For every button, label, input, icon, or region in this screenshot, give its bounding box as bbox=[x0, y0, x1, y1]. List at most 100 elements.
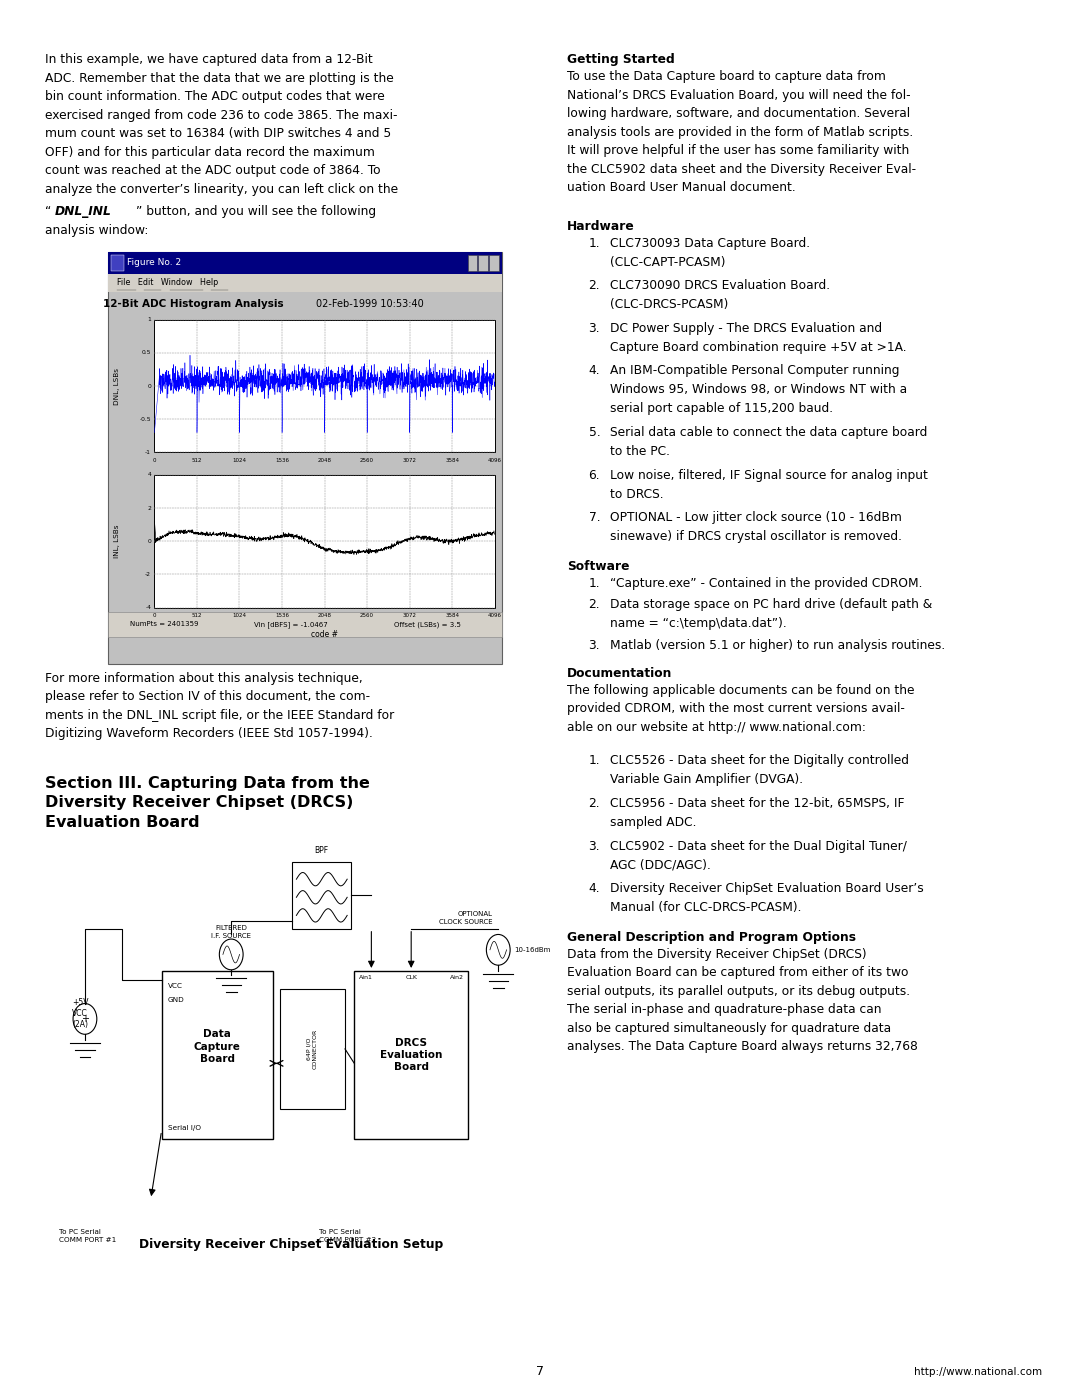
Text: +5V
VCC
(2A): +5V VCC (2A) bbox=[72, 997, 89, 1030]
Text: Diversity Receiver ChipSet Evaluation Board User’s: Diversity Receiver ChipSet Evaluation Bo… bbox=[610, 883, 924, 895]
Text: 0: 0 bbox=[152, 613, 157, 617]
Text: 3072: 3072 bbox=[403, 458, 417, 462]
Text: VCC: VCC bbox=[168, 983, 183, 989]
Text: 5.: 5. bbox=[589, 426, 600, 439]
Text: Hardware: Hardware bbox=[567, 219, 635, 232]
Text: 3.: 3. bbox=[589, 840, 600, 852]
Text: -0.5: -0.5 bbox=[139, 416, 151, 422]
Text: FILTERED
I.F. SOURCE: FILTERED I.F. SOURCE bbox=[212, 925, 252, 939]
Text: Data
Capture
Board: Data Capture Board bbox=[193, 1030, 241, 1065]
Text: Variable Gain Amplifier (DVGA).: Variable Gain Amplifier (DVGA). bbox=[610, 774, 804, 787]
Text: To PC Serial
COMM PORT #2: To PC Serial COMM PORT #2 bbox=[320, 1229, 377, 1243]
Text: Ain1: Ain1 bbox=[359, 975, 373, 981]
Text: INL, LSBs: INL, LSBs bbox=[113, 524, 120, 557]
Text: 0.5: 0.5 bbox=[141, 351, 151, 355]
Text: 2.: 2. bbox=[589, 798, 600, 810]
Text: 2560: 2560 bbox=[360, 613, 374, 617]
Text: The following applicable documents can be found on the
provided CDROM, with the : The following applicable documents can b… bbox=[567, 683, 915, 733]
Text: AGC (DDC/AGC).: AGC (DDC/AGC). bbox=[610, 859, 711, 872]
Text: 12-Bit ADC Histogram Analysis: 12-Bit ADC Histogram Analysis bbox=[103, 299, 283, 309]
Text: code #: code # bbox=[311, 630, 338, 638]
Text: 2.: 2. bbox=[589, 279, 600, 292]
Text: An IBM-Compatible Personal Computer running: An IBM-Compatible Personal Computer runn… bbox=[610, 365, 900, 377]
Text: Section III. Capturing Data from the
Diversity Receiver Chipset (DRCS)
Evaluatio: Section III. Capturing Data from the Div… bbox=[45, 775, 370, 830]
Text: Low noise, filtered, IF Signal source for analog input: Low noise, filtered, IF Signal source fo… bbox=[610, 468, 928, 482]
Bar bbox=[154, 475, 495, 608]
Text: OPTIONAL - Low jitter clock source (10 - 16dBm: OPTIONAL - Low jitter clock source (10 -… bbox=[610, 511, 902, 524]
Text: Software: Software bbox=[567, 560, 630, 573]
Text: CLC730093 Data Capture Board.: CLC730093 Data Capture Board. bbox=[610, 236, 810, 250]
Text: 512: 512 bbox=[192, 613, 202, 617]
Text: GND: GND bbox=[168, 997, 185, 1003]
Text: 0: 0 bbox=[148, 384, 151, 388]
Text: 02-Feb-1999 10:53:40: 02-Feb-1999 10:53:40 bbox=[316, 299, 423, 309]
Text: DC Power Supply - The DRCS Evaluation and: DC Power Supply - The DRCS Evaluation an… bbox=[610, 321, 882, 335]
Bar bbox=[108, 251, 502, 664]
Text: 2: 2 bbox=[147, 506, 151, 510]
Text: Matlab (version 5.1 or higher) to run analysis routines.: Matlab (version 5.1 or higher) to run an… bbox=[610, 640, 945, 652]
Text: 6.: 6. bbox=[589, 468, 600, 482]
Text: (CLC-DRCS-PCASM): (CLC-DRCS-PCASM) bbox=[610, 298, 729, 312]
Text: 0: 0 bbox=[152, 458, 157, 462]
Text: 0: 0 bbox=[148, 539, 151, 543]
Text: 1536: 1536 bbox=[275, 613, 289, 617]
Bar bbox=[108, 274, 502, 292]
Text: NumPts = 2401359: NumPts = 2401359 bbox=[130, 622, 198, 627]
Text: Documentation: Documentation bbox=[567, 666, 673, 679]
Text: -1: -1 bbox=[145, 450, 151, 455]
Text: 1: 1 bbox=[147, 317, 151, 323]
Text: sampled ADC.: sampled ADC. bbox=[610, 816, 697, 828]
Text: DNL_INL: DNL_INL bbox=[55, 204, 112, 218]
Text: 3072: 3072 bbox=[403, 613, 417, 617]
Text: CLK: CLK bbox=[405, 975, 417, 981]
Text: Manual (for CLC-DRCS-PCASM).: Manual (for CLC-DRCS-PCASM). bbox=[610, 901, 801, 914]
Bar bbox=[280, 989, 345, 1109]
Bar bbox=[468, 254, 477, 271]
Text: To use the Data Capture board to capture data from
National’s DRCS Evaluation Bo: To use the Data Capture board to capture… bbox=[567, 70, 916, 194]
Text: Vin [dBFS] = -1.0467: Vin [dBFS] = -1.0467 bbox=[254, 620, 327, 627]
Text: analysis window:: analysis window: bbox=[45, 224, 149, 236]
Bar bbox=[162, 971, 273, 1139]
Text: http://www.national.com: http://www.national.com bbox=[914, 1366, 1042, 1377]
Bar bbox=[108, 612, 502, 637]
Text: CLC5956 - Data sheet for the 12-bit, 65MSPS, IF: CLC5956 - Data sheet for the 12-bit, 65M… bbox=[610, 798, 905, 810]
Text: 2048: 2048 bbox=[318, 458, 332, 462]
Text: DNL, LSBs: DNL, LSBs bbox=[113, 367, 120, 405]
Text: 10-16dBm: 10-16dBm bbox=[514, 947, 551, 953]
Text: 3.: 3. bbox=[589, 321, 600, 335]
Text: (CLC-CAPT-PCASM): (CLC-CAPT-PCASM) bbox=[610, 256, 726, 268]
Text: “Capture.exe” - Contained in the provided CDROM.: “Capture.exe” - Contained in the provide… bbox=[610, 577, 922, 590]
Bar bbox=[111, 254, 124, 271]
Text: 7: 7 bbox=[536, 1365, 544, 1379]
Text: Figure No. 2: Figure No. 2 bbox=[127, 258, 181, 267]
Text: OPTIONAL
CLOCK SOURCE: OPTIONAL CLOCK SOURCE bbox=[440, 911, 492, 925]
Text: Serial data cable to connect the data capture board: Serial data cable to connect the data ca… bbox=[610, 426, 928, 439]
Text: -2: -2 bbox=[145, 571, 151, 577]
Text: 2048: 2048 bbox=[318, 613, 332, 617]
Text: 1536: 1536 bbox=[275, 458, 289, 462]
Text: 2.: 2. bbox=[589, 598, 600, 612]
Text: “: “ bbox=[45, 204, 52, 218]
Text: name = “c:\temp\data.dat”).: name = “c:\temp\data.dat”). bbox=[610, 617, 787, 630]
Text: Data from the Diversity Receiver ChipSet (DRCS)
Evaluation Board can be captured: Data from the Diversity Receiver ChipSet… bbox=[567, 947, 918, 1053]
Text: 1.: 1. bbox=[589, 577, 600, 590]
Text: 2560: 2560 bbox=[360, 458, 374, 462]
Text: To PC Serial
COMM PORT #1: To PC Serial COMM PORT #1 bbox=[59, 1229, 117, 1243]
Text: Serial I/O: Serial I/O bbox=[168, 1125, 201, 1130]
Text: sinewave) if DRCS crystal oscillator is removed.: sinewave) if DRCS crystal oscillator is … bbox=[610, 531, 902, 543]
Text: CLC730090 DRCS Evaluation Board.: CLC730090 DRCS Evaluation Board. bbox=[610, 279, 831, 292]
Text: +: + bbox=[81, 1014, 89, 1024]
Text: 4.: 4. bbox=[589, 883, 600, 895]
Text: Capture Board combination require +5V at >1A.: Capture Board combination require +5V at… bbox=[610, 341, 907, 353]
Text: -4: -4 bbox=[146, 605, 151, 610]
Text: Getting Started: Getting Started bbox=[567, 53, 675, 66]
Text: 4.: 4. bbox=[589, 365, 600, 377]
Text: For more information about this analysis technique,
please refer to Section IV o: For more information about this analysis… bbox=[45, 672, 394, 740]
Text: 1024: 1024 bbox=[232, 613, 246, 617]
Text: serial port capable of 115,200 baud.: serial port capable of 115,200 baud. bbox=[610, 402, 834, 415]
Text: 7.: 7. bbox=[589, 511, 600, 524]
Text: ” button, and you will see the following: ” button, and you will see the following bbox=[136, 204, 376, 218]
Text: to DRCS.: to DRCS. bbox=[610, 488, 664, 500]
Text: BPF: BPF bbox=[314, 845, 328, 855]
Text: File   Edit   Window   Help: File Edit Window Help bbox=[117, 278, 218, 288]
